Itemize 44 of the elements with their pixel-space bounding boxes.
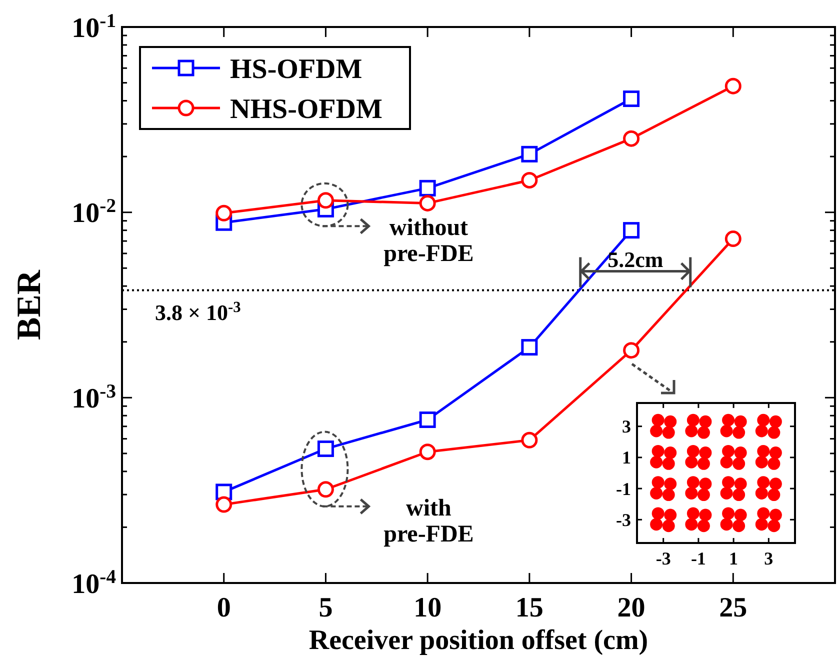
- legend-label: NHS-OFDM: [230, 94, 382, 125]
- point: [623, 222, 640, 239]
- annotation: with pre-FDE: [384, 495, 474, 548]
- point: [419, 444, 436, 460]
- point: [724, 230, 742, 248]
- point: [419, 180, 436, 196]
- x-tick-label: 15: [515, 592, 544, 624]
- y-tick-label: -3: [616, 510, 631, 530]
- point: [216, 496, 232, 513]
- x-tick-label: 1: [729, 548, 738, 569]
- x-axis-title: Receiver position offset (cm): [308, 625, 648, 656]
- ref-line-label: 3.8 × 10$^{-3}$: [155, 298, 242, 326]
- point: [419, 194, 436, 212]
- legend-label: HS-OFDM: [230, 54, 362, 85]
- point: [317, 440, 334, 458]
- x-tick-label: -3: [656, 548, 671, 569]
- y-axis-title: BER: [11, 270, 48, 340]
- point: [521, 172, 538, 188]
- y-tick-label: 10$^{-3}$: [72, 380, 116, 414]
- point: [216, 204, 232, 222]
- y-tick-label: 10$^{-2}$: [72, 196, 116, 230]
- point: [521, 432, 538, 448]
- point: [623, 342, 640, 359]
- y-tick-label: 10$^{-1}$: [72, 10, 116, 44]
- x-tick-label: -1: [690, 548, 706, 569]
- y-tick-label: -1: [616, 478, 631, 499]
- x-tick-label: 25: [719, 592, 748, 624]
- x-tick-label: 5: [318, 592, 333, 624]
- y-tick-label: 3: [622, 416, 631, 437]
- x-tick-label: 3: [764, 548, 774, 569]
- point: [521, 339, 538, 356]
- annotation: 5.2cm: [608, 247, 664, 272]
- annotation: without pre-FDE: [384, 215, 474, 268]
- point: [623, 90, 640, 108]
- x-tick-label: 0: [216, 592, 231, 624]
- point: [521, 146, 538, 162]
- x-tick-label: 20: [617, 592, 646, 624]
- x-tick-label: 10: [414, 592, 442, 624]
- y-tick-label: 1: [622, 448, 631, 468]
- point: [724, 78, 742, 94]
- point: [419, 412, 436, 428]
- point: [317, 481, 334, 498]
- y-tick-label: 10$^{-4}$: [72, 566, 116, 600]
- point: [623, 130, 640, 147]
